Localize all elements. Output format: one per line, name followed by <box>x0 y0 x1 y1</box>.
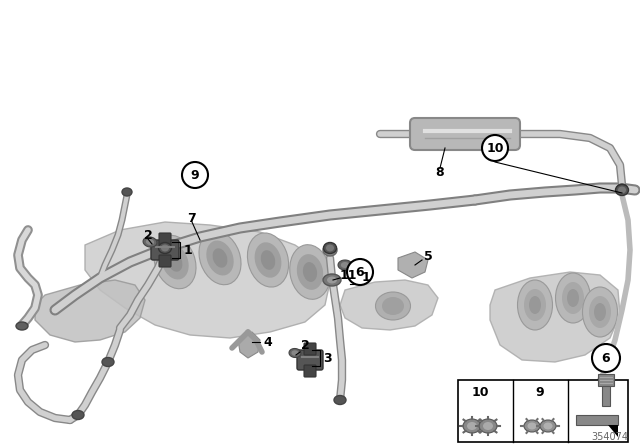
FancyBboxPatch shape <box>151 240 179 260</box>
Ellipse shape <box>159 242 172 254</box>
Text: 2: 2 <box>301 339 309 352</box>
Ellipse shape <box>212 248 227 268</box>
Ellipse shape <box>72 410 84 419</box>
Polygon shape <box>143 237 157 247</box>
Ellipse shape <box>326 245 334 251</box>
Ellipse shape <box>16 322 28 330</box>
Polygon shape <box>490 272 620 362</box>
Polygon shape <box>341 262 349 268</box>
Ellipse shape <box>618 186 626 194</box>
Ellipse shape <box>562 282 584 314</box>
FancyBboxPatch shape <box>304 343 316 355</box>
Ellipse shape <box>594 303 606 321</box>
Ellipse shape <box>199 231 241 285</box>
Text: 9: 9 <box>536 385 544 399</box>
Ellipse shape <box>161 245 189 280</box>
Text: 1: 1 <box>184 244 193 257</box>
Ellipse shape <box>463 419 481 433</box>
Ellipse shape <box>327 276 337 284</box>
Polygon shape <box>289 349 301 358</box>
Ellipse shape <box>483 422 493 430</box>
Ellipse shape <box>323 274 341 286</box>
Ellipse shape <box>589 296 611 328</box>
Text: 1: 1 <box>362 271 371 284</box>
Ellipse shape <box>524 420 540 432</box>
Polygon shape <box>238 332 260 358</box>
Circle shape <box>592 344 620 372</box>
Ellipse shape <box>567 289 579 307</box>
Ellipse shape <box>467 422 477 430</box>
Circle shape <box>482 135 508 161</box>
Ellipse shape <box>543 422 552 430</box>
Ellipse shape <box>161 245 169 251</box>
Ellipse shape <box>168 252 182 271</box>
Polygon shape <box>35 280 145 342</box>
FancyBboxPatch shape <box>410 118 520 150</box>
Polygon shape <box>398 252 428 278</box>
Ellipse shape <box>206 241 234 276</box>
Ellipse shape <box>540 420 556 432</box>
Ellipse shape <box>334 396 346 405</box>
Polygon shape <box>146 239 154 245</box>
Ellipse shape <box>527 422 536 430</box>
Text: 4: 4 <box>264 336 273 349</box>
Ellipse shape <box>326 246 334 254</box>
FancyBboxPatch shape <box>159 255 171 267</box>
Ellipse shape <box>382 297 404 315</box>
Ellipse shape <box>582 287 618 337</box>
Text: 5: 5 <box>424 250 433 263</box>
Text: 6: 6 <box>356 266 364 279</box>
Circle shape <box>182 162 208 188</box>
Polygon shape <box>85 222 330 338</box>
Ellipse shape <box>617 184 627 192</box>
Text: 11: 11 <box>339 268 356 281</box>
Text: 354074: 354074 <box>591 432 628 442</box>
Text: 8: 8 <box>436 165 444 178</box>
Polygon shape <box>608 425 618 437</box>
Text: 6: 6 <box>602 352 611 365</box>
Ellipse shape <box>248 233 289 287</box>
Text: 2: 2 <box>143 228 152 241</box>
Polygon shape <box>340 280 438 330</box>
FancyBboxPatch shape <box>297 350 323 370</box>
Ellipse shape <box>122 188 132 196</box>
Ellipse shape <box>556 273 591 323</box>
Ellipse shape <box>297 254 323 290</box>
Text: 3: 3 <box>324 352 332 365</box>
Text: 10: 10 <box>471 385 489 399</box>
Ellipse shape <box>290 245 330 299</box>
Ellipse shape <box>255 242 282 278</box>
Bar <box>458 380 628 442</box>
Text: 7: 7 <box>188 211 196 224</box>
Ellipse shape <box>323 244 337 256</box>
Ellipse shape <box>518 280 552 330</box>
Ellipse shape <box>524 289 546 321</box>
Bar <box>598 374 614 386</box>
Ellipse shape <box>260 250 275 270</box>
Ellipse shape <box>323 242 337 254</box>
Polygon shape <box>291 350 299 356</box>
Ellipse shape <box>529 296 541 314</box>
Bar <box>576 415 618 425</box>
Ellipse shape <box>102 358 114 366</box>
Ellipse shape <box>479 419 497 433</box>
Ellipse shape <box>154 235 196 289</box>
Bar <box>602 386 610 406</box>
FancyBboxPatch shape <box>159 233 171 245</box>
Ellipse shape <box>376 292 410 320</box>
FancyBboxPatch shape <box>304 365 316 377</box>
Circle shape <box>347 259 373 285</box>
Text: 9: 9 <box>191 168 199 181</box>
Ellipse shape <box>616 185 628 195</box>
Text: 10: 10 <box>486 142 504 155</box>
Ellipse shape <box>303 262 317 282</box>
Polygon shape <box>338 260 352 270</box>
